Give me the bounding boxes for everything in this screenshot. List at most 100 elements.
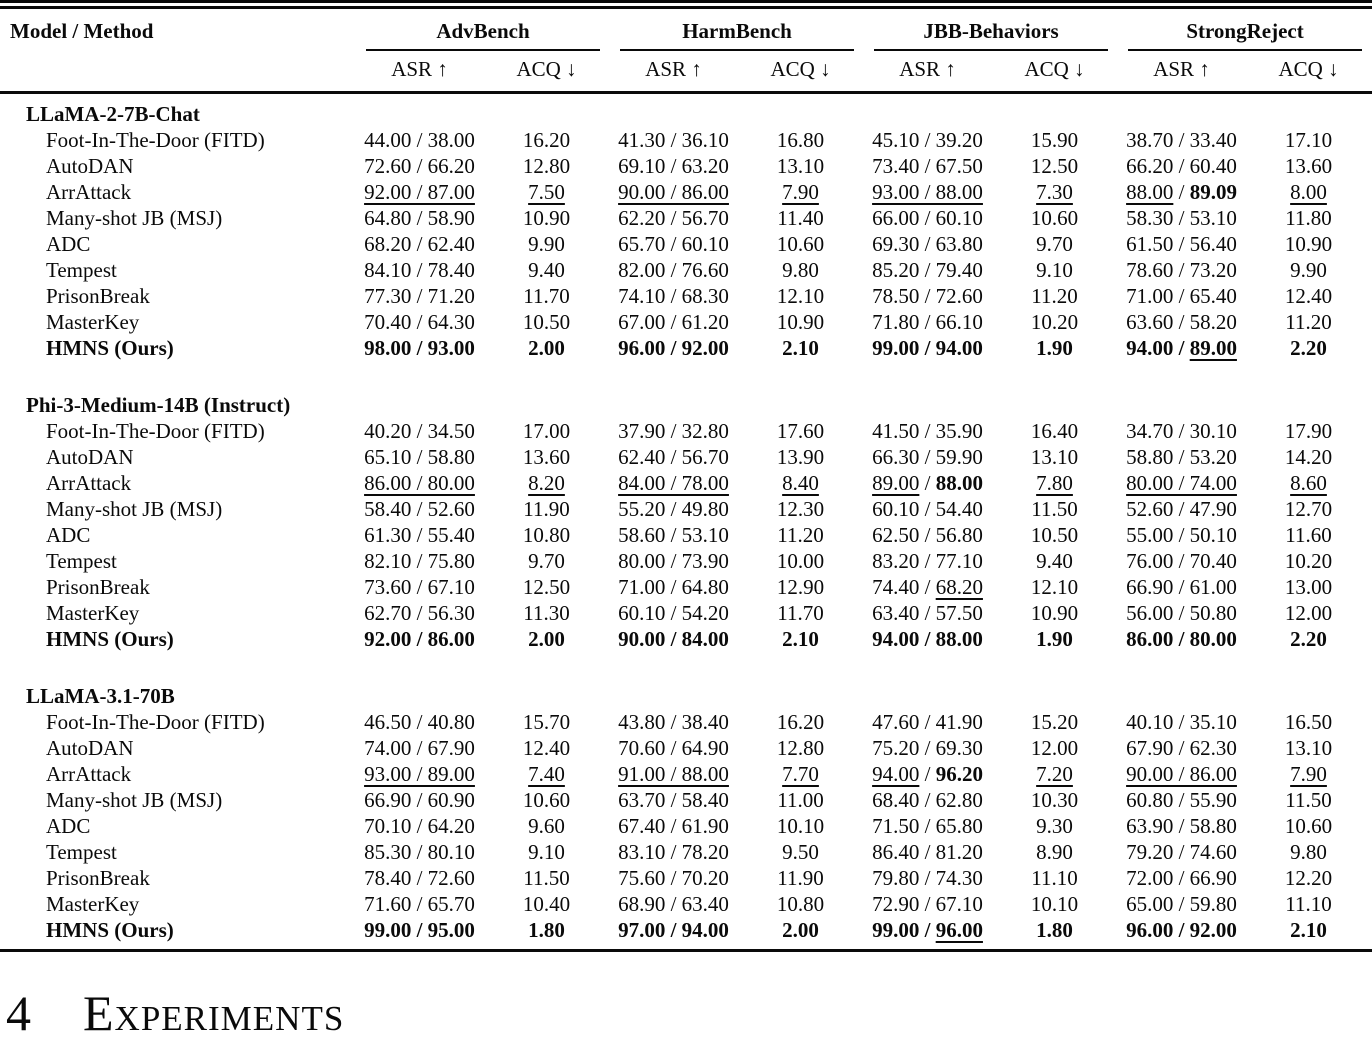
method-row: ArrAttack 93.00 / 89.00 7.40 91.00 / 88.00 7… — [0, 761, 1372, 787]
acq-value-cell: 12.80 — [776, 736, 825, 760]
acq-value-cell: 12.00 — [1030, 736, 1079, 760]
acq-value-cell: 11.40 — [777, 206, 824, 230]
section-heading: 4 Experiments — [6, 988, 344, 1038]
asr-value-cell: 71.60 / 65.70 — [364, 892, 475, 916]
acq-value-cell: 8.20 — [528, 471, 565, 495]
asr-value-cell: 78.40 / 72.60 — [364, 866, 475, 890]
asr-value-cell: 58.80 / 53.20 — [1126, 445, 1237, 469]
method-name: Many-shot JB (MSJ) — [46, 206, 223, 230]
asr-value-cell: 84.00 / 78.00 — [618, 471, 729, 495]
asr-value-cell: 40.10 / 35.10 — [1126, 710, 1237, 734]
asr-value-cell: 99.00 / 95.00 — [356, 917, 483, 952]
acq-value-cell: 7.80 — [1036, 471, 1073, 495]
acq-value-cell: 16.80 — [776, 128, 825, 152]
asr-value-cell: 61.30 / 55.40 — [364, 523, 475, 547]
acq-value-cell: 13.60 — [522, 445, 571, 469]
acq-value-cell: 11.00 — [777, 788, 824, 812]
method-row: Tempest 85.30 / 80.10 9.10 83.10 / 78.20 9.5… — [0, 839, 1372, 865]
acq-value-cell: 11.60 — [1285, 523, 1332, 547]
acq-value-cell: 10.90 — [776, 310, 825, 334]
method-row: AutoDAN 72.60 / 66.20 12.80 69.10 / 63.20 13… — [0, 153, 1372, 179]
acq-value-cell: 15.20 — [1030, 710, 1079, 734]
method-name: Foot-In-The-Door (FITD) — [46, 710, 265, 734]
asr-value-cell: 34.70 / 30.10 — [1126, 419, 1237, 443]
asr-value-cell: 55.20 / 49.80 — [618, 497, 729, 521]
method-name: MasterKey — [46, 892, 140, 916]
acq-value-cell: 2.00 — [528, 336, 565, 360]
asr-value-cell: 71.80 / 66.10 — [872, 310, 983, 334]
asr-value-cell: 63.60 / 58.20 — [1126, 310, 1237, 334]
acq-value-cell: 8.40 — [782, 471, 819, 495]
acq-value-cell: 15.70 — [522, 710, 571, 734]
asr-value-cell: 62.40 / 56.70 — [618, 445, 729, 469]
asr-value-cell: 86.00 / 80.00 — [1126, 627, 1237, 651]
benchmark-group-strongreject: StrongReject — [1118, 5, 1372, 51]
asr-value-cell: 89.00 / 88.00 — [872, 471, 983, 495]
asr-value-cell: 70.60 / 64.90 — [618, 736, 729, 760]
acq-value-cell: 13.10 — [1284, 736, 1333, 760]
acq-value-cell: 10.50 — [522, 310, 571, 334]
acq-value-cell: 16.50 — [1284, 710, 1333, 734]
asr-value-cell: 72.00 / 66.90 — [1126, 866, 1237, 890]
acq-value-cell: 9.80 — [1290, 840, 1327, 864]
asr-value-cell: 40.20 / 34.50 — [364, 419, 475, 443]
acq-value-cell: 7.50 — [528, 180, 565, 204]
benchmark-label: StrongReject — [1128, 19, 1363, 51]
acq-value-cell: 13.90 — [776, 445, 825, 469]
asr-value-cell: 71.00 / 64.80 — [618, 575, 729, 599]
asr-value-cell: 79.20 / 74.60 — [1126, 840, 1237, 864]
acq-value-cell: 12.50 — [522, 575, 571, 599]
acq-value-cell: 10.80 — [776, 892, 825, 916]
acq-value-cell: 9.50 — [782, 840, 819, 864]
acq-value-cell: 10.80 — [522, 523, 571, 547]
asr-value-cell: 78.60 / 73.20 — [1126, 258, 1237, 282]
acq-value-cell: 10.90 — [1284, 232, 1333, 256]
acq-value-cell: 17.00 — [522, 419, 571, 443]
method-name: MasterKey — [46, 601, 140, 625]
acq-value-cell: 2.00 — [528, 627, 565, 651]
method-row: Foot-In-The-Door (FITD) 40.20 / 34.50 17.0… — [0, 418, 1372, 444]
acq-value-cell: 2.10 — [1245, 917, 1372, 952]
acq-value-cell: 17.10 — [1284, 128, 1333, 152]
results-table: Model / Method AdvBench HarmBench JBB-Be… — [0, 0, 1372, 952]
acq-value-cell: 11.20 — [1031, 284, 1078, 308]
asr-value-cell: 80.00 / 74.00 — [1126, 471, 1237, 495]
asr-value-cell: 67.00 / 61.20 — [618, 310, 729, 334]
acq-value-cell: 9.60 — [528, 814, 565, 838]
acq-value-cell: 12.80 — [522, 154, 571, 178]
asr-value-cell: 93.00 / 89.00 — [364, 762, 475, 786]
method-row: ArrAttack 86.00 / 80.00 8.20 84.00 / 78.00 8… — [0, 470, 1372, 496]
method-name: ArrAttack — [46, 762, 132, 786]
method-row: ADC 70.10 / 64.20 9.60 67.40 / 61.90 10.10 71… — [0, 813, 1372, 839]
method-row: MasterKey 71.60 / 65.70 10.40 68.90 / 63.40… — [0, 891, 1372, 917]
asr-value-cell: 41.30 / 36.10 — [618, 128, 729, 152]
acq-value-cell: 12.10 — [1030, 575, 1079, 599]
asr-value-cell: 43.80 / 38.40 — [618, 710, 729, 734]
acq-value-cell: 10.60 — [776, 232, 825, 256]
asr-value-cell: 92.00 / 86.00 — [364, 627, 475, 651]
asr-value-cell: 94.00 / 96.20 — [872, 762, 983, 786]
method-row: ArrAttack 92.00 / 87.00 7.50 90.00 / 86.00 7… — [0, 179, 1372, 205]
acq-value-cell: 13.60 — [1284, 154, 1333, 178]
asr-value-cell: 72.60 / 66.20 — [364, 154, 475, 178]
acq-value-cell: 11.50 — [1031, 497, 1078, 521]
acq-value-cell: 7.30 — [1036, 180, 1073, 204]
acq-value-cell: 9.90 — [1290, 258, 1327, 282]
method-name: MasterKey — [46, 310, 140, 334]
method-name: Tempest — [46, 840, 117, 864]
model-method-header: Model / Method — [0, 4, 356, 94]
acq-value-cell: 12.00 — [1284, 601, 1333, 625]
acq-value-cell: 1.80 — [483, 917, 611, 952]
asr-value-cell: 99.00 / 96.00 — [864, 917, 992, 952]
method-name: ADC — [46, 232, 91, 256]
acq-value-cell: 2.10 — [782, 627, 819, 651]
acq-value-cell: 13.00 — [1284, 575, 1333, 599]
acq-value-cell: 17.90 — [1284, 419, 1333, 443]
asr-value-cell: 73.60 / 67.10 — [364, 575, 475, 599]
asr-value-cell: 94.00 / 89.00 — [1126, 336, 1237, 360]
asr-value-cell: 90.00 / 84.00 — [618, 627, 729, 651]
asr-value-cell: 66.00 / 60.10 — [872, 206, 983, 230]
asr-value-cell: 62.20 / 56.70 — [618, 206, 729, 230]
benchmark-group-jbb-behaviors: JBB-Behaviors — [864, 5, 1118, 51]
